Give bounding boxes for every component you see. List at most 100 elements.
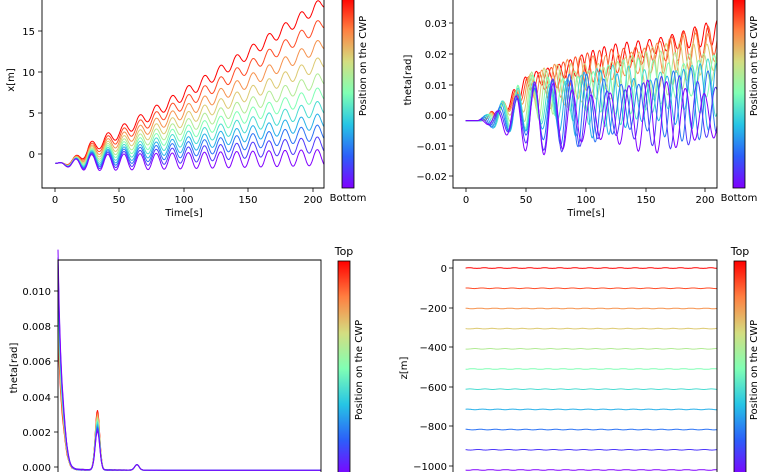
x-time-series-line	[55, 124, 325, 169]
x-time-ytick-label: 0	[29, 150, 35, 161]
chart-theta-time: −0.02 −0.01 0.00 0.01 0.02 0.03 0 50 100…	[403, 0, 760, 219]
theta-time-xtick-label: 0	[463, 195, 469, 206]
theta-spectrum-axes-frame	[57, 259, 322, 472]
z-time-colorbar-top-label: Top	[730, 245, 750, 258]
theta-spectrum-series-line	[57, 264, 321, 471]
z-time-yticks: 0 −200 −400 −600 −800 −1000	[413, 264, 453, 472]
z-time-series-line	[465, 428, 718, 431]
x-time-series-line	[55, 39, 325, 166]
z-time-series-line	[465, 307, 718, 310]
theta-spectrum-series-line	[57, 304, 321, 471]
x-time-series-line	[55, 87, 325, 167]
theta-spectrum-ytick-label: 0.000	[22, 463, 51, 472]
x-time-series-line	[55, 20, 325, 166]
theta-time-ylabel: theta[rad]	[403, 54, 414, 105]
theta-spectrum-ytick-label: 0.008	[22, 322, 51, 333]
theta-time-ytick-label: −0.01	[416, 142, 447, 153]
theta-spectrum-colorbar	[338, 261, 350, 472]
z-time-ytick-label: −200	[420, 304, 447, 315]
z-time-ylabel: z[m]	[399, 357, 410, 380]
theta-time-xticks: 0 50 100 150 200	[463, 188, 715, 206]
x-time-series-line	[55, 113, 325, 168]
z-time-colorbar-label: Position on the CWP	[749, 320, 760, 420]
x-time-ylabel: x[m]	[6, 68, 17, 92]
z-time-series	[465, 267, 718, 471]
theta-time-ytick-label: 0.00	[425, 111, 447, 122]
theta-time-colorbar-bottom-label: Bottom	[721, 193, 758, 204]
theta-time-xtick-label: 200	[695, 195, 714, 206]
x-time-xlabel: Time[s]	[164, 208, 203, 219]
theta-time-colorbar	[733, 0, 745, 188]
x-time-colorbar-bottom-label: Bottom	[330, 193, 367, 204]
x-time-series-line	[55, 0, 325, 166]
x-time-ytick-label: 15	[22, 27, 35, 38]
z-time-ytick-label: 0	[441, 264, 447, 275]
theta-time-colorbar-label: Position on the CWP	[749, 16, 760, 116]
chart-z-time: 0 −200 −400 −600 −800 −1000 z[m] Top Pos…	[399, 245, 760, 472]
theta-time-xtick-label: 100	[576, 195, 595, 206]
theta-spectrum-colorbar-label: Position on the CWP	[354, 320, 365, 420]
theta-time-colorbar-frame	[732, 0, 746, 189]
x-time-series-line	[55, 57, 325, 166]
theta-spectrum-colorbar-frame	[337, 260, 351, 472]
theta-spectrum-ytick-label: 0.010	[22, 287, 51, 298]
theta-spectrum-series-line	[57, 295, 321, 471]
x-time-series-line	[55, 100, 325, 167]
theta-spectrum-series-line	[57, 318, 321, 471]
x-time-ytick-label: 5	[29, 109, 35, 120]
z-time-series-line	[465, 449, 718, 451]
x-time-xtick-label: 200	[303, 195, 322, 206]
z-time-series-line	[465, 388, 718, 390]
z-time-colorbar-frame	[733, 260, 747, 472]
theta-spectrum-ylabel: theta[rad]	[9, 342, 20, 393]
theta-spectrum-series-line	[57, 327, 321, 471]
theta-time-series	[465, 20, 718, 156]
theta-spectrum-ytick-label: 0.004	[22, 393, 51, 404]
z-time-series-line	[465, 368, 718, 370]
x-time-ytick-label: 10	[22, 68, 35, 79]
theta-time-ytick-label: 0.02	[425, 50, 447, 61]
x-time-colorbar-frame	[341, 0, 355, 189]
z-time-colorbar	[734, 261, 746, 472]
theta-spectrum-ytick-label: 0.002	[22, 428, 51, 439]
theta-time-xlabel: Time[s]	[566, 208, 605, 219]
theta-time-ytick-label: 0.01	[425, 81, 447, 92]
theta-time-yticks: −0.02 −0.01 0.00 0.01 0.02 0.03	[416, 19, 453, 183]
theta-time-axes-frame	[452, 0, 718, 189]
x-time-series-line	[55, 136, 325, 170]
z-time-series-line	[465, 287, 718, 290]
theta-spectrum-series-line	[57, 272, 321, 471]
x-time-series-line	[55, 73, 325, 167]
chart-theta-spectrum: 0.000 0.002 0.004 0.006 0.008 0.010 thet…	[9, 245, 365, 472]
z-time-series-line	[465, 327, 718, 330]
z-time-series-line	[465, 348, 717, 350]
x-time-axes-frame	[41, 0, 325, 189]
x-time-xticks: 0 50 100 150 200	[52, 188, 323, 206]
theta-spectrum-series-line	[57, 257, 321, 471]
theta-time-ytick-label: 0.03	[425, 19, 447, 30]
z-time-ytick-label: −800	[420, 422, 447, 433]
theta-spectrum-yticks: 0.000 0.002 0.004 0.006 0.008 0.010	[22, 287, 58, 472]
theta-spectrum-series-line	[57, 249, 321, 471]
chart-x-time: 0 5 10 15 0 50 100 150 200 Time[s] x[m] …	[6, 0, 369, 219]
theta-spectrum-ytick-label: 0.006	[22, 357, 51, 368]
z-time-series-line	[465, 469, 717, 471]
theta-spectrum-series-line	[57, 310, 321, 471]
theta-spectrum-series-line	[57, 287, 321, 471]
theta-time-series-line	[465, 63, 718, 139]
theta-time-series-line	[465, 32, 718, 122]
theta-time-ytick-label: −0.02	[416, 172, 447, 183]
theta-spectrum-series	[57, 249, 321, 471]
theta-spectrum-series-line	[57, 280, 321, 471]
z-time-axes-frame	[452, 259, 718, 472]
theta-time-series-line	[465, 79, 718, 156]
x-time-xtick-label: 100	[174, 195, 193, 206]
x-time-xtick-label: 50	[113, 195, 126, 206]
theta-spectrum-colorbar-top-label: Top	[334, 245, 354, 258]
z-time-ytick-label: −400	[420, 343, 447, 354]
z-time-ytick-label: −1000	[413, 462, 447, 472]
x-time-series	[55, 0, 325, 172]
x-time-colorbar	[342, 0, 354, 188]
theta-time-series-line	[465, 66, 718, 148]
